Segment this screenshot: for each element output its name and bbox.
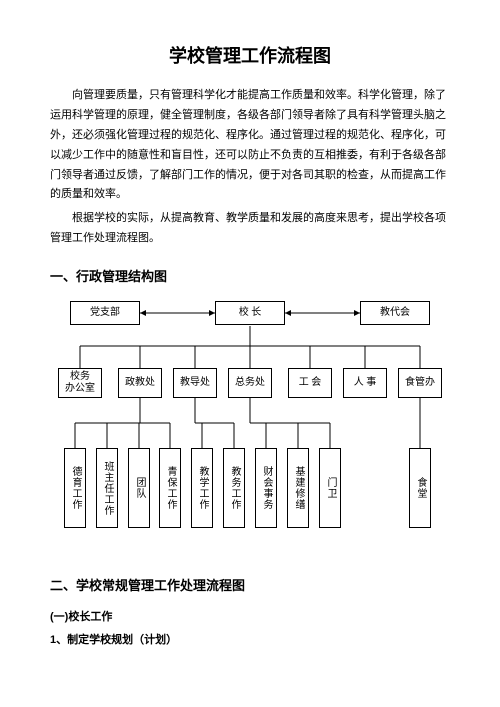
- label-deyu: 德育工作: [69, 466, 81, 510]
- org-chart: 党支部 校 长 教代会 校务 办公室 政教处 教导处 总务处 工 会 人 事 食…: [50, 298, 450, 558]
- intro-paragraph-1: 向管理要质量，只有管理科学化才能提高工作质量和效率。科学化管理，除了运用科学管理…: [50, 86, 450, 205]
- node-jiaodaihui: 教代会: [360, 301, 430, 325]
- label-menwei: 门卫: [324, 477, 336, 499]
- section-2-heading: 二、学校常规管理工作处理流程图: [50, 574, 450, 597]
- node-jijian: 基建修缮: [287, 448, 309, 528]
- node-renshi: 人 事: [343, 368, 387, 398]
- node-zhengjiao: 政教处: [118, 368, 162, 398]
- node-zongwu: 总务处: [228, 368, 272, 398]
- label-banzhuren: 班主任工作: [101, 461, 113, 516]
- node-caihui: 财会事务: [255, 448, 277, 528]
- intro-paragraph-2: 根据学校的实际，从提高教育、教学质量和发展的高度来思考，提出学校各项管理工作处理…: [50, 209, 450, 249]
- label-jijian: 基建修缮: [292, 466, 304, 510]
- label-qingbao: 青保工作: [164, 466, 176, 510]
- label-jiaowu: 教务工作: [228, 466, 240, 510]
- node-shiguan: 食管办: [398, 368, 442, 398]
- node-gonghui: 工 会: [288, 368, 332, 398]
- node-jiaoxue: 教学工作: [191, 448, 213, 528]
- node-menwei: 门卫: [319, 448, 341, 528]
- label-caihui: 财会事务: [260, 466, 272, 510]
- node-jiaodao: 教导处: [173, 368, 217, 398]
- node-shitang: 食堂: [409, 448, 431, 528]
- node-banzhuren: 班主任工作: [96, 448, 118, 528]
- section-2-1-heading: (一)校长工作: [50, 608, 450, 628]
- node-jiaowu: 教务工作: [223, 448, 245, 528]
- node-qingbao: 青保工作: [159, 448, 181, 528]
- node-deyu: 德育工作: [64, 448, 86, 528]
- section-2-1-1-heading: 1、制定学校规划（计划）: [50, 631, 450, 651]
- node-dangzhibu: 党支部: [70, 301, 140, 325]
- node-xiaowu: 校务 办公室: [58, 368, 102, 398]
- label-jiaoxue: 教学工作: [196, 466, 208, 510]
- node-xiaozhang: 校 长: [215, 301, 285, 325]
- node-tuandui: 团队: [128, 448, 150, 528]
- label-shitang: 食堂: [414, 477, 426, 499]
- label-tuandui: 团队: [133, 477, 145, 499]
- section-1-heading: 一、行政管理结构图: [50, 265, 450, 288]
- page-title: 学校管理工作流程图: [50, 40, 450, 72]
